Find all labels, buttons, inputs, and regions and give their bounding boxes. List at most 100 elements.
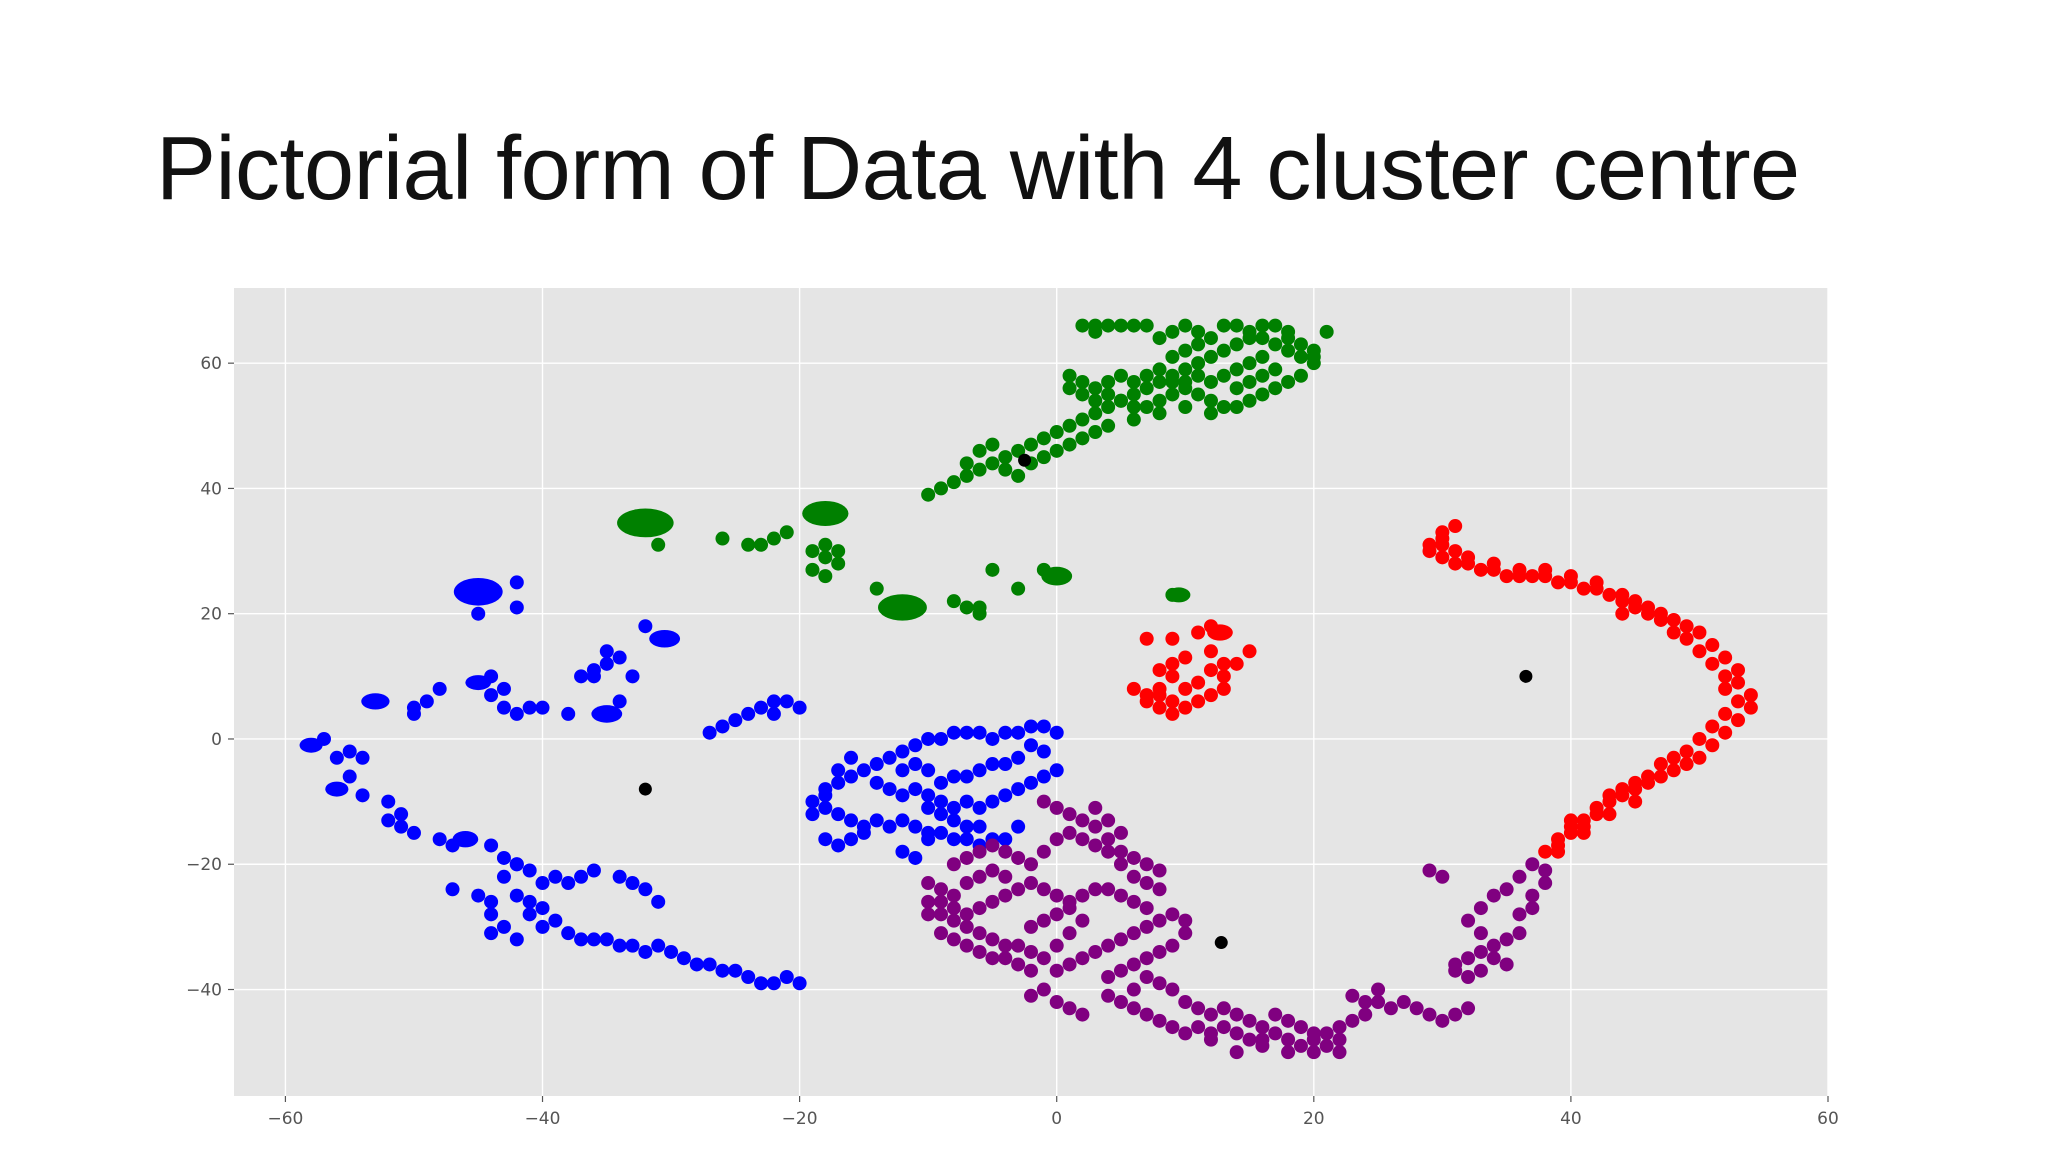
data-point [1499,932,1514,947]
data-point [1152,331,1167,346]
data-point [1049,425,1064,440]
data-point [882,750,897,765]
data-point [998,725,1013,740]
data-point [1538,876,1553,891]
data-point [959,819,974,834]
data-point [1538,863,1553,878]
data-point [818,569,833,584]
data-point [1165,1020,1180,1035]
data-point [1101,938,1116,953]
data-point [1152,944,1167,959]
cluster-centre-point [1018,453,1032,467]
data-point [1049,800,1064,815]
data-point [1422,863,1437,878]
data-point [1641,606,1656,621]
data-point [1113,844,1128,859]
data-point [959,794,974,809]
data-point [1203,688,1218,703]
data-point [972,462,987,477]
data-point [1126,869,1141,884]
data-point [1088,425,1103,440]
data-point [1306,1026,1321,1041]
data-point [766,706,781,721]
data-point [484,688,499,703]
data-point [599,656,614,671]
data-point [1049,938,1064,953]
data-point [934,926,949,941]
data-point [1139,400,1154,415]
data-point [1525,901,1540,916]
data-point [1242,1013,1257,1028]
data-point [586,863,601,878]
data-point [509,932,524,947]
data-point [1088,819,1103,834]
data-point-cluster [452,831,479,848]
data-point [805,544,820,559]
data-point [754,976,769,991]
data-point [1705,638,1720,653]
data-point [985,731,1000,746]
data-point [1024,919,1038,934]
data-point [1743,700,1758,715]
data-point [985,437,1000,452]
data-point [766,694,781,709]
data-point [1628,600,1643,615]
data-point [741,969,756,984]
data-point [1126,1001,1141,1016]
data-point [1191,356,1206,371]
data-point [574,932,589,947]
data-point [1101,832,1116,847]
data-point [972,763,987,778]
data-point [625,669,640,684]
data-point [1525,888,1540,903]
data-point [1666,750,1681,765]
data-point [1126,926,1141,941]
data-point [1242,1032,1257,1047]
data-point [1203,1032,1218,1047]
data-point [779,694,794,709]
data-point [1191,675,1206,690]
data-point [1191,387,1206,402]
data-point [342,769,357,784]
data-point [1512,926,1527,941]
data-point [1062,807,1077,822]
data-point [1036,982,1051,997]
data-point [1203,374,1218,389]
data-point [574,669,589,684]
data-point [1216,1001,1231,1016]
data-point [496,681,511,696]
data-point [1692,625,1707,640]
data-point [1101,844,1116,859]
data-point [921,876,936,891]
data-point [818,800,833,815]
data-point [638,944,653,959]
data-point [754,537,769,552]
data-point [1293,1020,1308,1035]
data-point [625,938,640,953]
data-point [1178,1026,1193,1041]
data-point [985,863,1000,878]
data-point [946,769,961,784]
data-point [1049,832,1064,847]
data-point [818,788,833,803]
data-point [1165,938,1180,953]
data-point [1731,713,1746,728]
data-point [612,938,627,953]
data-point [882,782,897,797]
data-point [522,894,537,909]
data-point [496,869,511,884]
data-point [1718,669,1733,684]
data-point [844,769,859,784]
data-point [1306,349,1321,364]
data-point-cluster [453,578,503,606]
data-point [998,450,1013,465]
data-point [1422,1007,1437,1022]
data-point [998,869,1013,884]
data-point [1024,719,1038,734]
data-point [715,531,730,546]
data-point [1126,318,1141,333]
data-point [818,550,833,565]
data-point [342,744,357,759]
data-point [484,926,499,941]
data-point [934,731,949,746]
